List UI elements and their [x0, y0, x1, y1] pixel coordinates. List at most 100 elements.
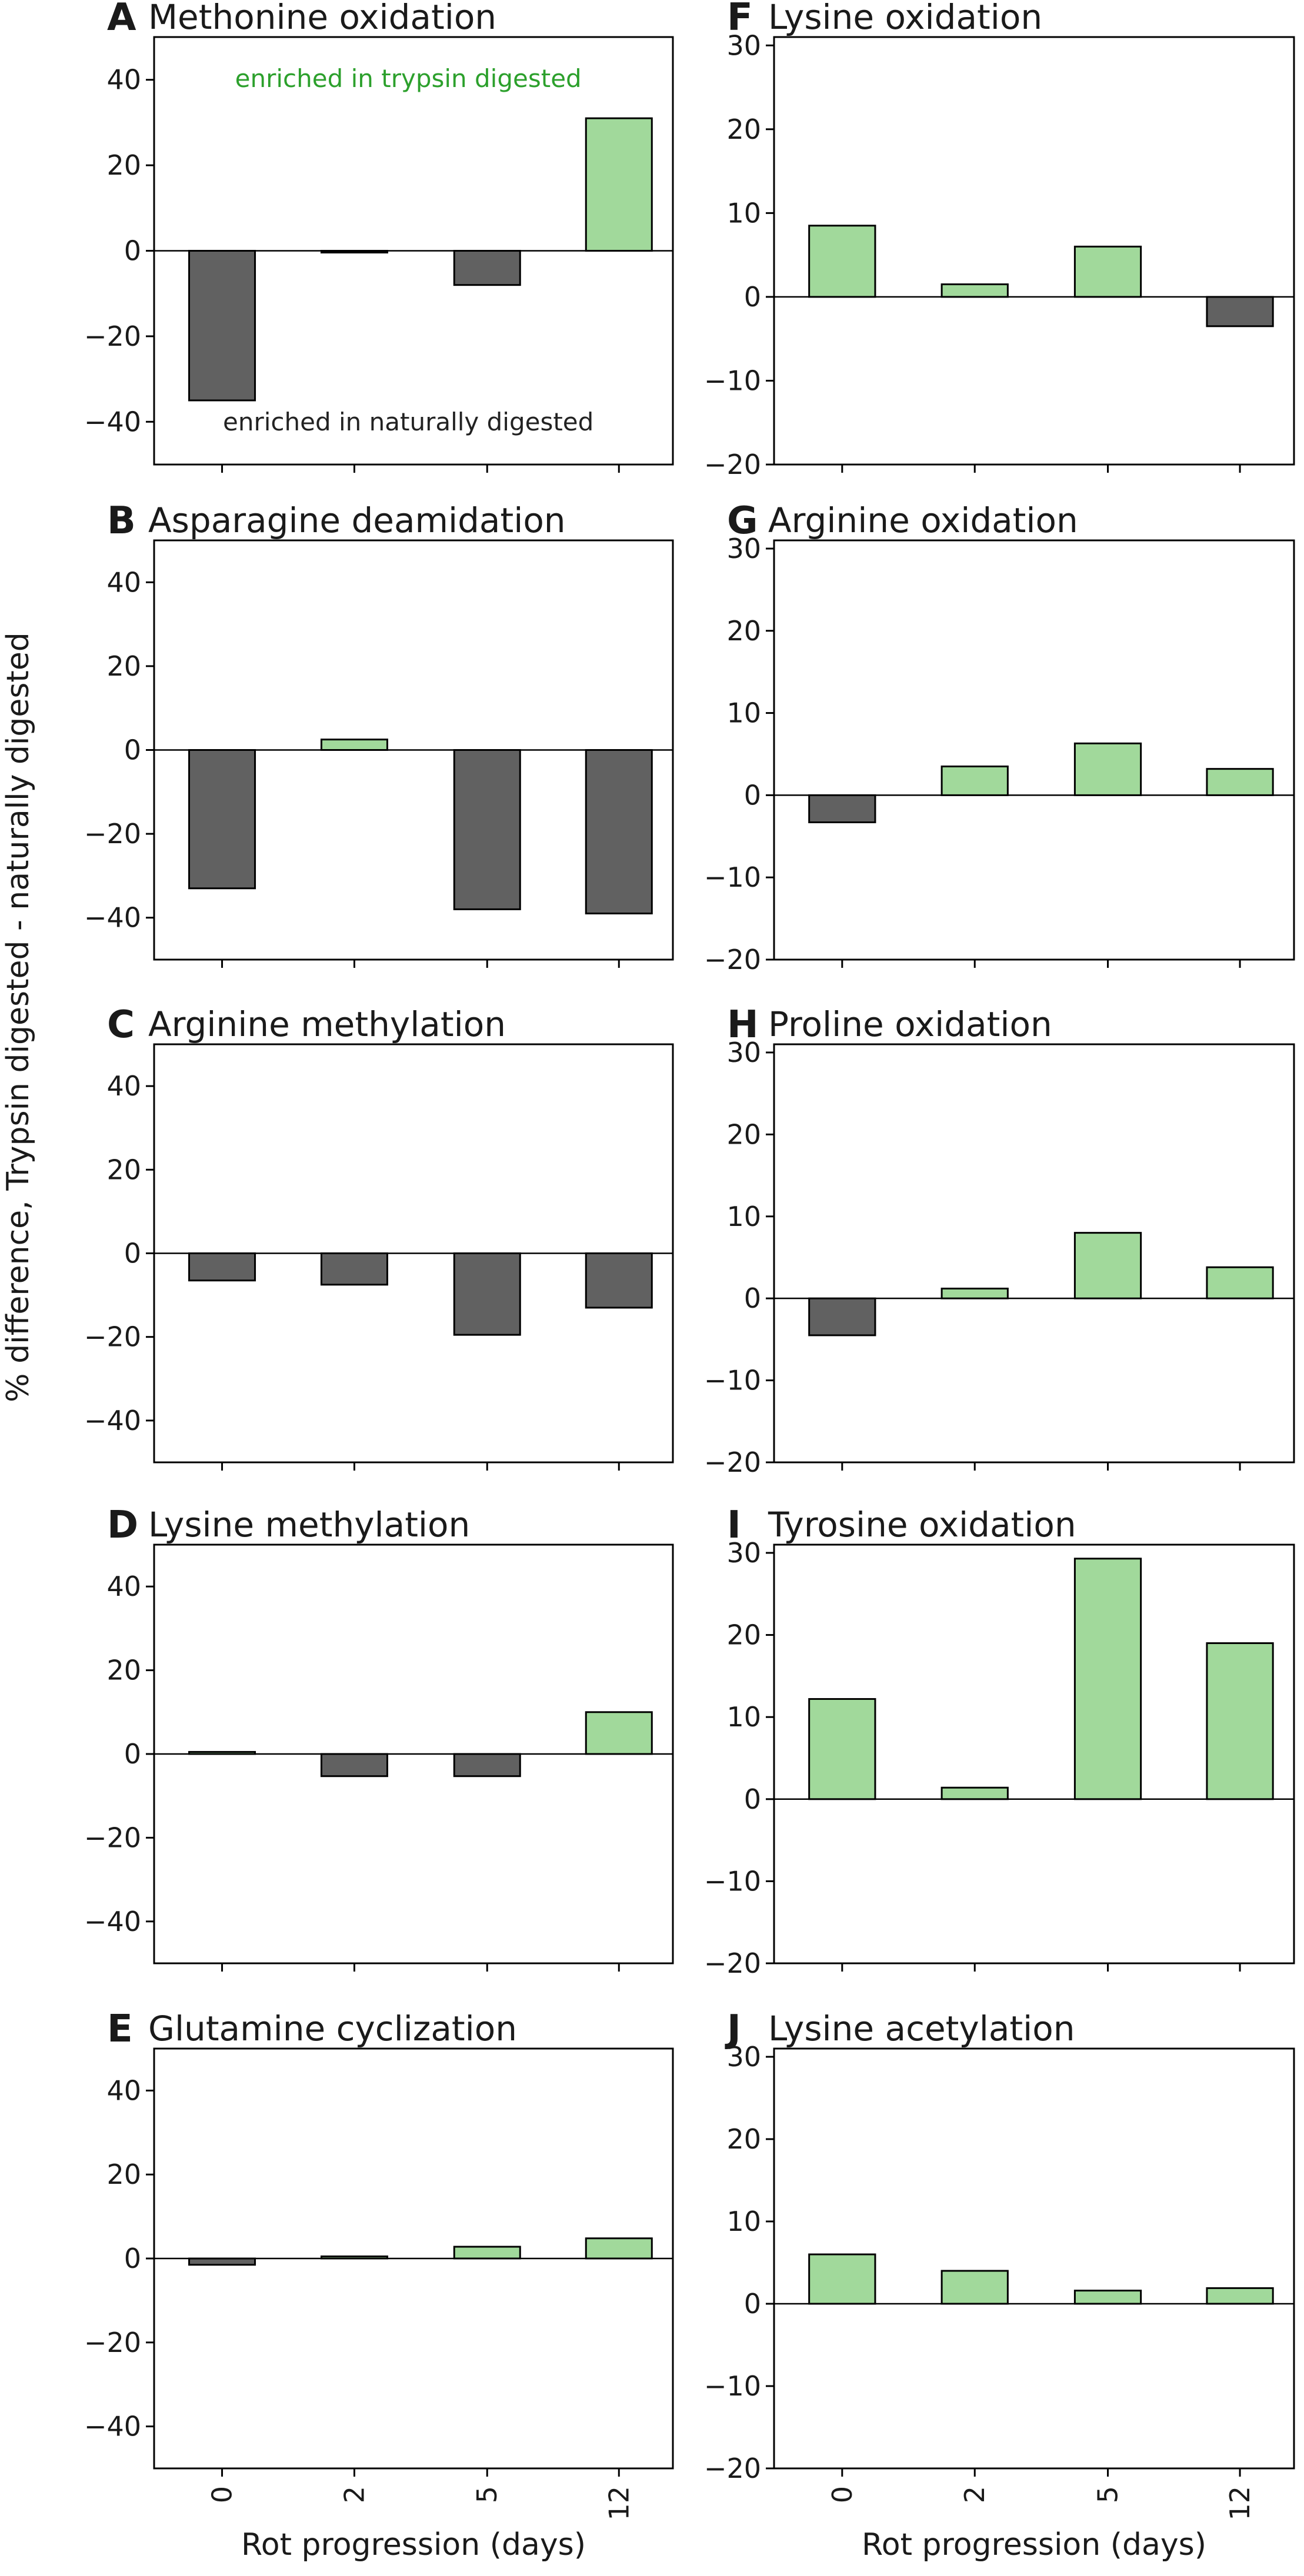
panel-letter: J: [725, 2007, 741, 2051]
panel-title: Tyrosine oxidation: [768, 1505, 1076, 1545]
y-tick-label: 0: [124, 2243, 141, 2274]
y-tick-label: 0: [124, 1238, 141, 1269]
bar-b-day-0: [188, 749, 256, 890]
axes-frame: [773, 539, 1295, 961]
panel-title: Glutamine cyclization: [148, 2009, 517, 2049]
x-tick-label-day-5: 5: [1092, 2486, 1124, 2503]
y-tick-label: 20: [726, 113, 761, 145]
y-tick-label: 30: [726, 533, 761, 564]
bar-g-day-2: [941, 765, 1009, 796]
bar-c-day-2: [320, 1252, 388, 1286]
panel-title: Lysine oxidation: [768, 0, 1042, 37]
y-tick-label: 40: [106, 1571, 141, 1602]
y-tick-label: −20: [704, 1947, 761, 1979]
x-tick-label-day-12: 12: [603, 2486, 635, 2521]
y-tick-label: 30: [726, 2041, 761, 2073]
y-tick-label: 0: [744, 779, 761, 811]
y-tick-label: 10: [726, 197, 761, 229]
bar-f-day-0: [808, 225, 876, 298]
y-tick-label: −10: [704, 861, 761, 893]
y-tick-label: 30: [726, 1537, 761, 1569]
panel-h: −20 −10 0 10 20 30H Proline oxidation: [704, 1003, 1295, 1478]
y-tick-label: 0: [124, 235, 141, 267]
bar-j-day-12: [1206, 2287, 1274, 2305]
axes-frame: [773, 2047, 1295, 2470]
y-tick-label: 0: [744, 2288, 761, 2320]
bar-d-day-5: [453, 1753, 521, 1778]
bar-i-day-0: [808, 1698, 876, 1800]
panel-letter: H: [727, 1003, 759, 1047]
panel-letter: G: [727, 499, 758, 543]
y-tick-label: 20: [106, 1655, 141, 1686]
bar-i-day-2: [941, 1786, 1009, 1800]
y-tick-label: −20: [704, 449, 761, 480]
y-tick-label: 20: [106, 2159, 141, 2190]
bar-e-day-12: [585, 2237, 653, 2260]
y-tick-label: 30: [726, 1037, 761, 1068]
panel-letter: I: [727, 1503, 741, 1547]
y-tick-label: −10: [704, 1365, 761, 1396]
x-tick-label-day-0: 0: [826, 2486, 858, 2503]
bar-e-day-5: [453, 2246, 521, 2260]
axes-frame: [773, 1543, 1295, 1964]
axes-frame: [773, 36, 1295, 466]
bar-c-day-5: [453, 1252, 521, 1336]
bar-f-day-2: [941, 283, 1009, 298]
bar-h-day-5: [1073, 1232, 1142, 1299]
x-tick-label-day-0: 0: [206, 2486, 238, 2503]
bar-f-day-5: [1073, 245, 1142, 298]
panel-letter: B: [107, 499, 136, 543]
annotation-enriched-trypsin: enriched in trypsin digested: [235, 64, 582, 93]
y-tick-label: 10: [726, 1701, 761, 1733]
panel-g: −20 −10 0 10 20 30G Arginine oxidation: [704, 499, 1295, 975]
panel-c: −40 −20 0 20 40 C Arginine methylation: [84, 1003, 674, 1471]
bar-h-day-12: [1206, 1266, 1274, 1299]
bar-c-day-0: [188, 1252, 256, 1282]
x-axis-label-left: Rot progression (days): [241, 2527, 586, 2562]
y-tick-label: 20: [106, 1154, 141, 1185]
panel-letter: A: [107, 0, 136, 39]
y-tick-label: −20: [84, 818, 141, 850]
axes-frame: [773, 1043, 1295, 1464]
y-tick-label: −10: [704, 2370, 761, 2402]
y-tick-label: 40: [106, 1070, 141, 1102]
y-tick-label: −20: [84, 2327, 141, 2358]
y-tick-label: 0: [744, 1783, 761, 1815]
panel-title: Lysine acetylation: [768, 2009, 1075, 2049]
y-tick-label: −10: [704, 365, 761, 396]
panel-title: Methonine oxidation: [148, 0, 496, 37]
x-tick-label-day-2: 2: [959, 2486, 990, 2503]
y-tick-label: 10: [726, 1201, 761, 1232]
y-tick-label: 10: [726, 2206, 761, 2237]
bar-a-day-12: [585, 117, 653, 252]
y-tick-label: −20: [704, 2453, 761, 2484]
bar-i-day-12: [1206, 1642, 1274, 1800]
panel-letter: F: [727, 0, 753, 39]
x-axis-label-right: Rot progression (days): [862, 2527, 1206, 2562]
x-tick-label-day-12: 12: [1224, 2486, 1256, 2521]
x-tick-label-day-5: 5: [471, 2486, 503, 2503]
bar-g-day-12: [1206, 768, 1274, 796]
bar-f-day-12: [1206, 296, 1274, 328]
y-tick-label: −20: [84, 1822, 141, 1853]
y-tick-label: −20: [704, 1446, 761, 1478]
panel-b: −40 −20 0 20 40 B Asparagine deamidation: [84, 499, 674, 968]
bar-a-day-5: [453, 250, 521, 286]
y-tick-label: 0: [124, 734, 141, 766]
panel-a: −40 −20 0 20 40 A Methonine oxidation enriched …: [84, 0, 674, 473]
bar-d-day-12: [585, 1711, 653, 1755]
y-tick-label: −40: [84, 2411, 141, 2443]
bar-h-day-0: [808, 1297, 876, 1337]
panel-letter: D: [107, 1503, 138, 1547]
panel-title: Arginine oxidation: [768, 500, 1078, 540]
y-axis-label: % difference, Trypsin digested - natural…: [1, 632, 36, 1402]
y-tick-label: 0: [744, 1282, 761, 1314]
panel-title: Asparagine deamidation: [148, 500, 566, 540]
bar-a-day-2: [320, 250, 388, 253]
bar-c-day-12: [585, 1252, 653, 1309]
annotation-enriched-natural: enriched in naturally digested: [223, 407, 593, 436]
panel-letter: C: [107, 1003, 135, 1047]
panel-letter: E: [107, 2007, 133, 2051]
